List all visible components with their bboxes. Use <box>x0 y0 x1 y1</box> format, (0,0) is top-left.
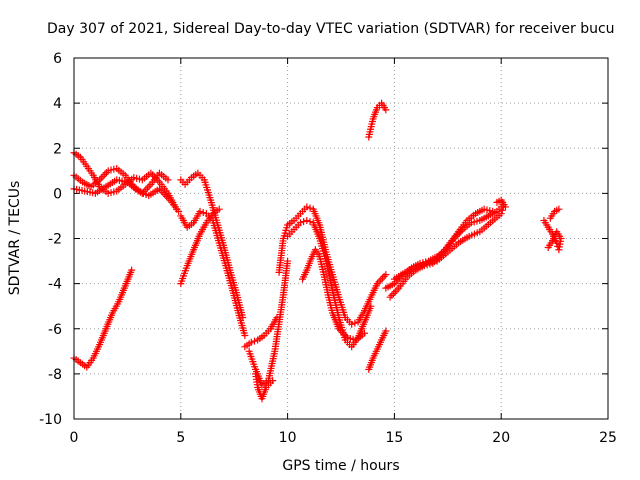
data-point <box>128 266 136 274</box>
y-tick-label: -8 <box>48 367 62 383</box>
series-track-n <box>365 99 390 141</box>
data-point <box>380 272 388 280</box>
x-tick-label: 25 <box>599 430 617 446</box>
data-point <box>386 293 394 301</box>
series-track-t <box>540 216 565 254</box>
series-track-d <box>70 266 136 371</box>
data-point <box>199 209 207 217</box>
data-point <box>377 276 385 284</box>
y-tick-label: 2 <box>53 141 62 157</box>
data-point <box>497 210 505 218</box>
series-track-s <box>493 196 509 211</box>
data-points <box>70 99 565 403</box>
data-point <box>303 216 311 224</box>
series-track-g <box>177 205 223 288</box>
y-tick-label: 4 <box>53 96 62 112</box>
data-point <box>348 320 356 328</box>
series-track-u <box>546 205 563 222</box>
series-track-j <box>252 370 277 403</box>
data-point <box>247 338 255 346</box>
data-point <box>145 182 153 190</box>
grid <box>74 58 608 419</box>
data-point <box>393 286 401 294</box>
series-track-e <box>177 207 249 340</box>
data-point <box>303 203 311 211</box>
data-point <box>250 337 258 345</box>
x-tick-label: 15 <box>385 430 403 446</box>
series-track-f <box>177 169 247 321</box>
y-axis-label: SDTVAR / TECUs <box>7 181 23 296</box>
data-point <box>351 319 359 327</box>
data-point <box>501 203 509 211</box>
data-point <box>390 290 398 298</box>
data-point <box>164 176 172 184</box>
data-point <box>241 332 249 340</box>
data-point <box>296 219 304 227</box>
data-point <box>382 106 390 114</box>
data-point <box>306 218 314 226</box>
series-track-k <box>275 203 390 328</box>
x-tick-label: 5 <box>176 430 185 446</box>
axis-ticks: 0 5 10 15 20 25 -10 -8 -6 -4 -2 0 2 4 6 <box>39 51 617 446</box>
data-point <box>300 218 308 226</box>
plot-frame <box>73 57 609 420</box>
data-point <box>498 206 506 214</box>
x-axis-label: GPS time / hours <box>282 458 399 474</box>
series-track-o <box>365 327 390 373</box>
data-point <box>284 257 292 265</box>
data-point <box>97 174 105 182</box>
data-point <box>382 271 390 279</box>
data-point <box>269 377 277 385</box>
x-tick-label: 20 <box>492 430 510 446</box>
data-point <box>101 170 109 178</box>
data-point <box>391 288 399 296</box>
data-point <box>360 329 368 337</box>
data-point <box>239 313 247 321</box>
y-tick-label: -2 <box>48 232 62 248</box>
series-track-r <box>390 203 507 283</box>
data-point <box>367 302 375 310</box>
data-point <box>378 274 386 282</box>
data-point <box>555 205 563 213</box>
y-tick-label: -10 <box>39 412 62 428</box>
data-point <box>215 205 223 213</box>
data-point <box>340 330 348 338</box>
series-track-m <box>299 246 368 344</box>
data-point <box>143 184 151 192</box>
data-point <box>544 244 552 252</box>
x-tick-label: 10 <box>279 430 297 446</box>
x-tick-label: 0 <box>70 430 79 446</box>
data-point <box>99 172 107 180</box>
y-tick-label: -4 <box>48 277 62 293</box>
chart-title: Day 307 of 2021, Sidereal Day-to-day VTE… <box>47 21 615 37</box>
y-tick-label: 0 <box>53 186 62 202</box>
series-track-i <box>245 257 292 389</box>
data-point <box>175 207 183 215</box>
data-point <box>388 291 396 299</box>
series-track-l <box>284 216 375 351</box>
data-point <box>382 327 390 335</box>
y-tick-label: 6 <box>53 51 62 67</box>
data-point <box>196 207 204 215</box>
data-point <box>489 207 497 215</box>
y-tick-label: -6 <box>48 322 62 338</box>
data-point <box>306 204 314 212</box>
